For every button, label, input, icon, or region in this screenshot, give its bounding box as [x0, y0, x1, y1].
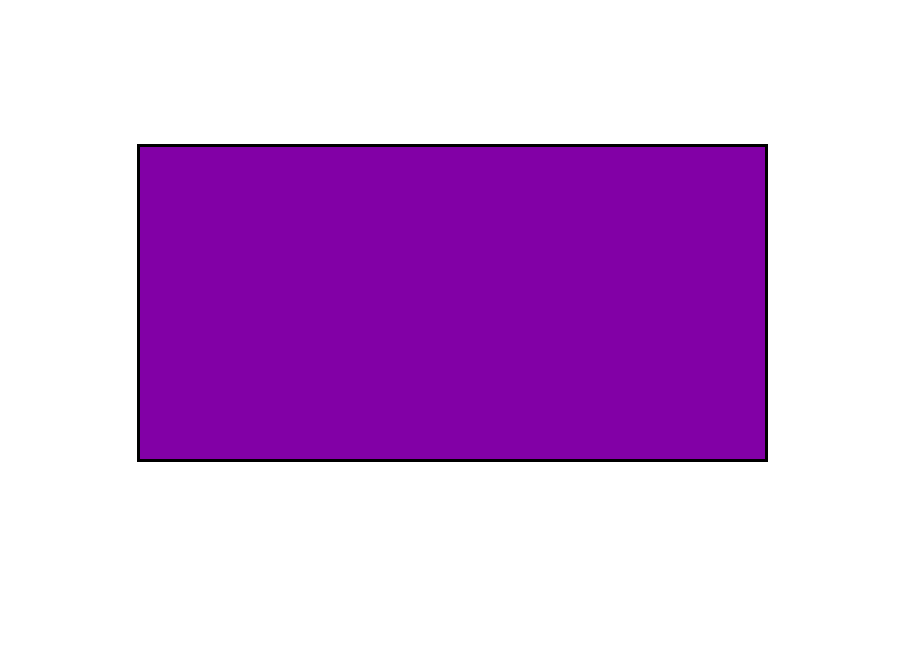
heatmap-canvas: [140, 147, 765, 459]
